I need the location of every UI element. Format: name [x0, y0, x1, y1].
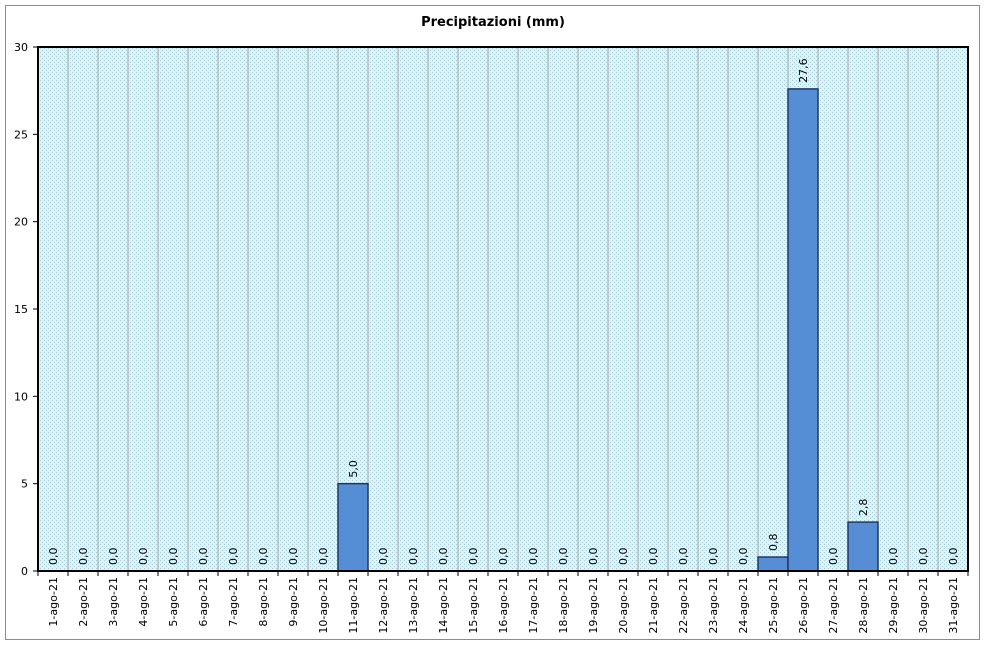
data-label: 0,0 [197, 548, 210, 566]
x-tick-label: 10-ago-21 [317, 577, 330, 634]
x-tick-label: 20-ago-21 [617, 577, 630, 634]
x-tick-label: 31-ago-21 [947, 577, 960, 634]
data-label: 0,0 [467, 548, 480, 566]
x-tick-label: 11-ago-21 [347, 577, 360, 634]
y-axis: 0 5 10 15 20 25 30 [14, 41, 38, 578]
x-tick-label: 22-ago-21 [677, 577, 690, 634]
data-label: 0,0 [257, 548, 270, 566]
data-label: 0,0 [137, 548, 150, 566]
x-tick-label: 1-ago-21 [47, 577, 60, 627]
data-label: 2,8 [857, 499, 870, 517]
data-label: 0,8 [767, 534, 780, 552]
x-tick-label: 29-ago-21 [887, 577, 900, 634]
x-tick-label: 12-ago-21 [377, 577, 390, 634]
x-tick-label: 6-ago-21 [197, 577, 210, 627]
bar [787, 88, 819, 572]
data-label: 0,0 [437, 548, 450, 566]
y-tick-label: 20 [14, 216, 28, 229]
data-labels: 0,0 0,0 0,0 0,0 0,0 0,0 0,0 0,0 0,0 0,0 5,0 0,0 0,0 0… [47, 58, 960, 565]
data-label: 0,0 [407, 548, 420, 566]
x-tick-label: 3-ago-21 [107, 577, 120, 627]
data-label: 0,0 [677, 548, 690, 566]
data-label: 0,0 [947, 548, 960, 566]
x-tick-label: 8-ago-21 [257, 577, 270, 627]
x-tick-label: 25-ago-21 [767, 577, 780, 634]
x-tick-label: 15-ago-21 [467, 577, 480, 634]
x-tick-label: 7-ago-21 [227, 577, 240, 627]
x-tick-label: 16-ago-21 [497, 577, 510, 634]
x-tick-label: 9-ago-21 [287, 577, 300, 627]
x-tick-label: 2-ago-21 [77, 577, 90, 627]
data-label: 0,0 [617, 548, 630, 566]
data-label: 27,6 [797, 58, 810, 83]
bar [757, 556, 789, 572]
y-tick-label: 30 [14, 41, 28, 54]
data-label: 5,0 [347, 460, 360, 478]
data-label: 0,0 [647, 548, 660, 566]
data-label: 0,0 [887, 548, 900, 566]
data-label: 0,0 [227, 548, 240, 566]
data-label: 0,0 [737, 548, 750, 566]
data-label: 0,0 [377, 548, 390, 566]
data-label: 0,0 [707, 548, 720, 566]
y-tick-label: 10 [14, 390, 28, 403]
x-tick-label: 18-ago-21 [557, 577, 570, 634]
y-tick-label: 0 [21, 565, 28, 578]
data-label: 0,0 [287, 548, 300, 566]
data-label: 0,0 [317, 548, 330, 566]
plot-area [38, 47, 968, 571]
data-label: 0,0 [917, 548, 930, 566]
data-label: 0,0 [107, 548, 120, 566]
x-tick-label: 27-ago-21 [827, 577, 840, 634]
x-tick-label: 28-ago-21 [857, 577, 870, 634]
x-axis: 1-ago-21 2-ago-21 3-ago-21 4-ago-21 5-ago-21… [37, 571, 969, 634]
y-tick-label: 25 [14, 128, 28, 141]
y-tick-label: 5 [21, 478, 28, 491]
bar [847, 521, 879, 572]
data-label: 0,0 [497, 548, 510, 566]
x-tick-label: 26-ago-21 [797, 577, 810, 634]
x-tick-label: 21-ago-21 [647, 577, 660, 634]
data-label: 0,0 [827, 548, 840, 566]
y-tick-label: 15 [14, 303, 28, 316]
data-label: 0,0 [557, 548, 570, 566]
x-tick-label: 5-ago-21 [167, 577, 180, 627]
x-tick-label: 13-ago-21 [407, 577, 420, 634]
x-tick-label: 17-ago-21 [527, 577, 540, 634]
x-tick-label: 19-ago-21 [587, 577, 600, 634]
x-tick-label: 4-ago-21 [137, 577, 150, 627]
x-tick-label: 30-ago-21 [917, 577, 930, 634]
x-tick-label: 14-ago-21 [437, 577, 450, 634]
bar [337, 482, 369, 572]
data-label: 0,0 [47, 548, 60, 566]
data-label: 0,0 [587, 548, 600, 566]
data-label: 0,0 [527, 548, 540, 566]
chart-title: Precipitazioni (mm) [421, 15, 565, 30]
x-tick-label: 24-ago-21 [737, 577, 750, 634]
data-label: 0,0 [167, 548, 180, 566]
x-tick-label: 23-ago-21 [707, 577, 720, 634]
bars [337, 88, 879, 572]
data-label: 0,0 [77, 548, 90, 566]
